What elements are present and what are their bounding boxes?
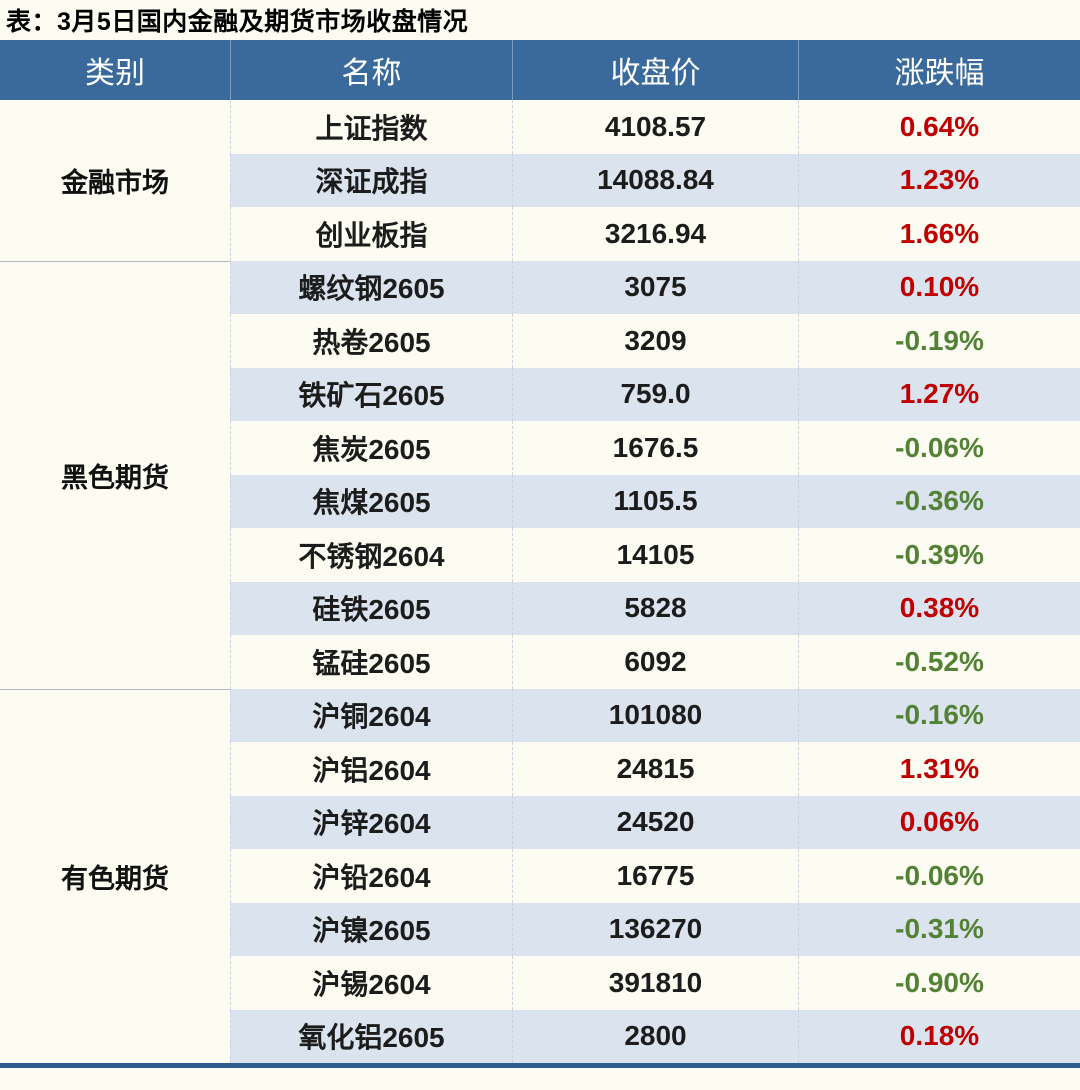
category-cell: 金融市场 xyxy=(61,167,169,198)
name-cell: 创业板指 xyxy=(230,207,512,261)
change-cell: -0.52% xyxy=(798,635,1080,689)
name-cell: 铁矿石2605 xyxy=(230,367,512,421)
change-cell: 1.31% xyxy=(798,742,1080,796)
category-cell: 黑色期货 xyxy=(0,260,230,689)
change-cell: 0.18% xyxy=(798,1009,1080,1063)
market-close-table: 类别 名称 收盘价 涨跌幅 金融市场 上证指数 4108.57 0.64% 深证成指 14… xyxy=(0,40,1080,1068)
name-cell: 热卷2605 xyxy=(230,314,512,368)
close-cell: 3216.94 xyxy=(512,207,798,261)
close-cell: 759.0 xyxy=(512,367,798,421)
change-cell: -0.90% xyxy=(798,956,1080,1010)
name-cell: 锰硅2605 xyxy=(230,635,512,689)
close-cell: 2800 xyxy=(512,1009,798,1063)
name-cell: 氧化铝2605 xyxy=(230,1009,512,1063)
close-cell: 136270 xyxy=(512,902,798,956)
close-cell: 3209 xyxy=(512,314,798,368)
name-cell: 焦煤2605 xyxy=(230,474,512,528)
change-cell: 0.10% xyxy=(798,260,1080,314)
header-name: 名称 xyxy=(230,40,512,100)
close-cell: 16775 xyxy=(512,849,798,903)
name-cell: 沪铅2604 xyxy=(230,849,512,903)
close-cell: 5828 xyxy=(512,581,798,635)
name-cell: 沪铜2604 xyxy=(230,688,512,742)
page-title: 表：3月5日国内金融及期货市场收盘情况 xyxy=(6,8,469,36)
close-cell: 6092 xyxy=(512,635,798,689)
change-cell: -0.06% xyxy=(798,849,1080,903)
change-cell: 1.66% xyxy=(798,207,1080,261)
change-cell: -0.16% xyxy=(798,688,1080,742)
change-cell: 1.27% xyxy=(798,367,1080,421)
name-cell: 硅铁2605 xyxy=(230,581,512,635)
name-cell: 沪铝2604 xyxy=(230,742,512,796)
change-cell: 0.38% xyxy=(798,581,1080,635)
change-cell: -0.19% xyxy=(798,314,1080,368)
category-cell: 有色期货 xyxy=(0,688,230,1064)
name-cell: 沪锌2604 xyxy=(230,795,512,849)
close-cell: 4108.57 xyxy=(512,100,798,154)
close-cell: 24520 xyxy=(512,795,798,849)
name-cell: 不锈钢2604 xyxy=(230,528,512,582)
change-cell: 0.06% xyxy=(798,795,1080,849)
close-cell: 3075 xyxy=(512,260,798,314)
name-cell: 沪镍2605 xyxy=(230,902,512,956)
change-cell: -0.39% xyxy=(798,528,1080,582)
close-cell: 1105.5 xyxy=(512,474,798,528)
header-close-price: 收盘价 xyxy=(512,40,798,100)
name-cell: 焦炭2605 xyxy=(230,421,512,475)
name-cell: 深证成指 xyxy=(230,153,512,207)
change-cell: -0.06% xyxy=(798,421,1080,475)
close-cell: 14105 xyxy=(512,528,798,582)
close-cell: 391810 xyxy=(512,956,798,1010)
change-cell: 0.64% xyxy=(798,100,1080,154)
close-cell: 14088.84 xyxy=(512,153,798,207)
name-cell: 上证指数 xyxy=(230,100,512,154)
change-cell: -0.36% xyxy=(798,474,1080,528)
header-category: 类别 xyxy=(0,40,230,100)
header-change-pct: 涨跌幅 xyxy=(798,40,1080,100)
close-cell: 1676.5 xyxy=(512,421,798,475)
close-cell: 24815 xyxy=(512,742,798,796)
close-cell: 101080 xyxy=(512,688,798,742)
name-cell: 螺纹钢2605 xyxy=(230,260,512,314)
name-cell: 沪锡2604 xyxy=(230,956,512,1010)
change-cell: -0.31% xyxy=(798,902,1080,956)
change-cell: 1.23% xyxy=(798,153,1080,207)
